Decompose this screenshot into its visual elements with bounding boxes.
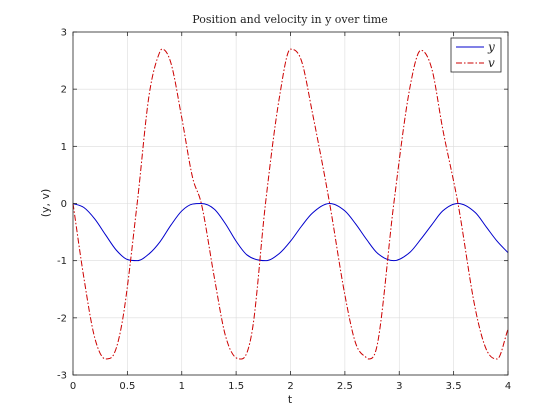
x-tick-label: 2.5 — [337, 381, 353, 392]
x-tick-label: 1 — [179, 381, 185, 392]
ticks: 0 0.5 1 1.5 2 2.5 3 3.5 4 -3 -2 -1 0 1 2 3 — [57, 28, 511, 393]
y-tick-label: 1 — [61, 142, 67, 153]
y-tick-label: -2 — [57, 313, 67, 324]
series-layer — [72, 48, 509, 360]
legend: y v — [450, 37, 502, 73]
y-tick-label: 2 — [61, 85, 67, 96]
y-tick-label: 3 — [61, 28, 67, 39]
y-tick-label: 0 — [61, 199, 67, 210]
series-line-y — [72, 202, 509, 262]
x-tick-label: 0.5 — [119, 381, 135, 392]
legend-label-y: y — [487, 40, 495, 54]
x-tick-label: 0 — [70, 381, 76, 392]
x-tick-label: 2 — [287, 381, 293, 392]
y-tick-label: -3 — [57, 371, 67, 382]
y-axis-label: (y, v) — [39, 189, 52, 218]
x-axis-label: t — [288, 393, 293, 406]
series-line-v — [72, 48, 509, 360]
x-tick-label: 1.5 — [228, 381, 244, 392]
y-tick-label: -1 — [57, 256, 67, 267]
legend-label-v: v — [488, 56, 495, 70]
chart-title: Position and velocity in y over time — [192, 13, 388, 26]
x-tick-label: 3.5 — [446, 381, 462, 392]
x-tick-label: 4 — [505, 381, 511, 392]
plot-area: 0 0.5 1 1.5 2 2.5 3 3.5 4 -3 -2 -1 0 1 2 3 — [57, 28, 511, 393]
x-tick-label: 3 — [396, 381, 402, 392]
legend-box — [450, 37, 502, 73]
